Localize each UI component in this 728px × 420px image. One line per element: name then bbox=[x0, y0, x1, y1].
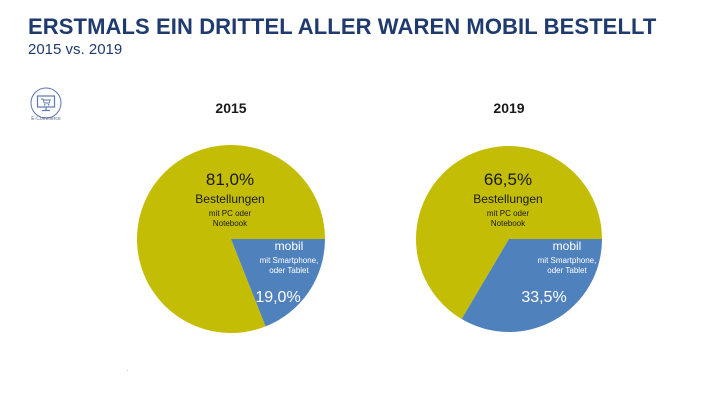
legend-sub-pc-line2-2015: Notebook bbox=[213, 219, 248, 228]
legend-sub-pc-line1-2015: mit PC oder bbox=[209, 209, 252, 218]
pie-slice-pc-2019 bbox=[416, 145, 602, 320]
legend-name-pc-2019: Bestellungen bbox=[473, 192, 542, 206]
badge-label: E-Commerce bbox=[31, 116, 61, 122]
data-label-pc-2015: 81,0% bbox=[206, 170, 254, 189]
legend-sub-mobile-line1-2015: mit Smartphone, bbox=[260, 256, 319, 265]
legend-name-pc-2015: Bestellungen bbox=[195, 192, 264, 206]
data-label-mobile-2015: 19,0% bbox=[255, 289, 300, 306]
chart-title-2019: 2019 bbox=[493, 100, 524, 116]
data-label-mobile-2019: 33,5% bbox=[521, 289, 566, 306]
decorative-dot bbox=[127, 370, 128, 371]
page-title: ERSTMALS EIN DRITTEL ALLER WAREN MOBIL B… bbox=[28, 14, 657, 39]
pie-slice-mobile-2019 bbox=[461, 239, 602, 332]
legend-sub-mobile-line2-2015: oder Tablet bbox=[269, 266, 309, 275]
monitor-cart-icon bbox=[30, 87, 62, 119]
legend-name-mobile-2015: mobil bbox=[275, 239, 304, 253]
pie-slice-mobile-2015 bbox=[231, 239, 325, 327]
legend-name-mobile-2019: mobil bbox=[553, 239, 582, 253]
legend-sub-pc-line1-2019: mit PC oder bbox=[487, 209, 530, 218]
chart-title-2015: 2015 bbox=[215, 100, 246, 116]
page-subtitle: 2015 vs. 2019 bbox=[28, 41, 123, 58]
legend-sub-mobile-line2-2019: oder Tablet bbox=[547, 266, 587, 275]
data-label-pc-2019: 66,5% bbox=[484, 170, 532, 189]
legend-sub-mobile-line1-2019: mit Smartphone, bbox=[538, 256, 597, 265]
legend-sub-pc-line2-2019: Notebook bbox=[491, 219, 526, 228]
